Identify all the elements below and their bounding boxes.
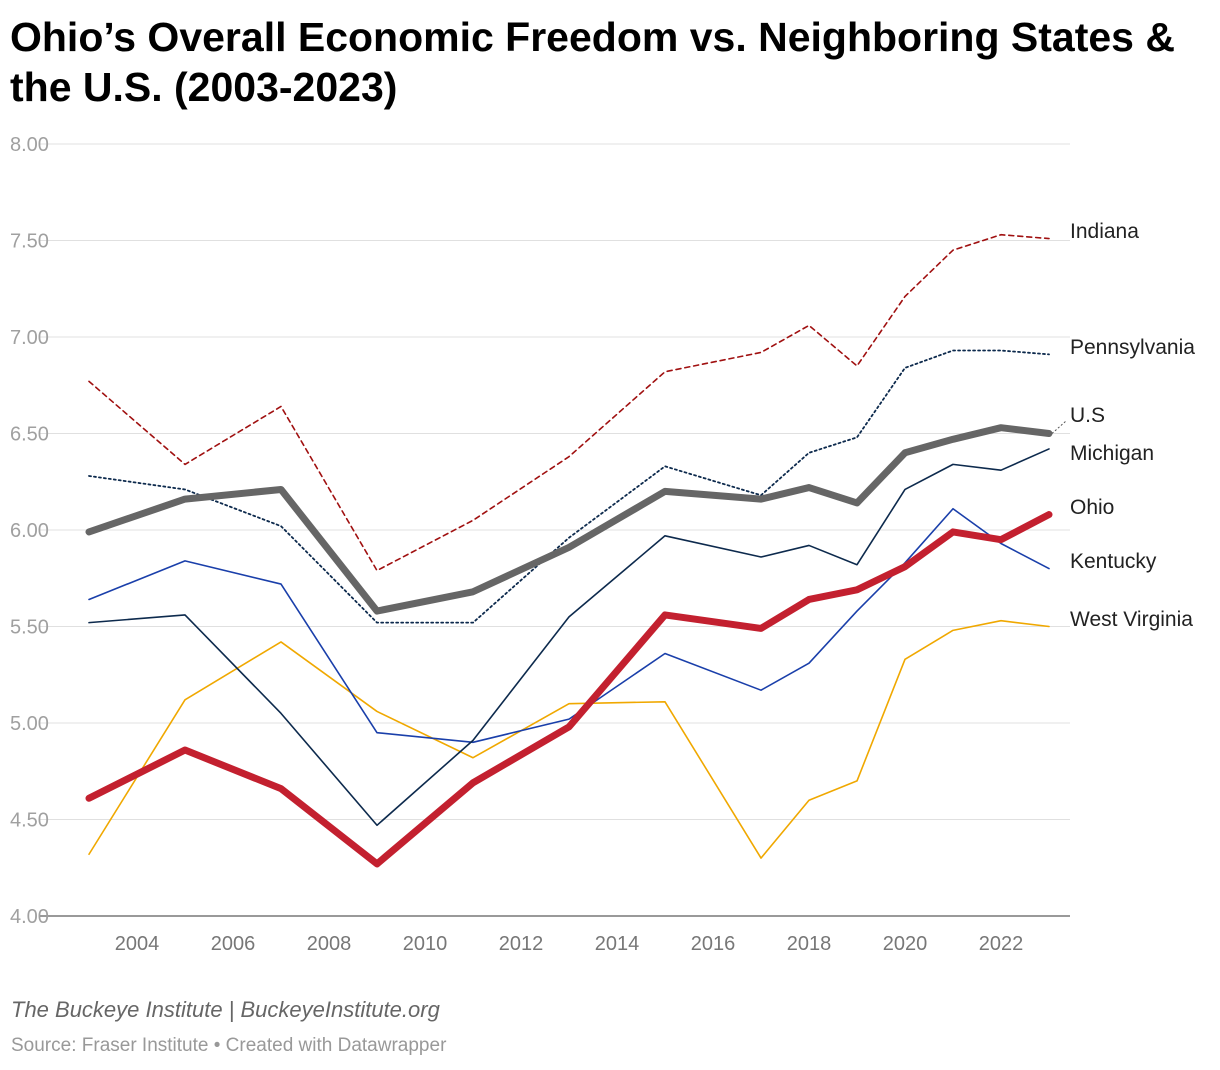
x-tick-label: 2010 bbox=[403, 933, 448, 955]
x-tick-label: 2018 bbox=[787, 933, 832, 955]
y-tick-label: 6.00 bbox=[10, 520, 49, 542]
series-label-u-s: U.S bbox=[1070, 404, 1105, 427]
series-line-west-virginia bbox=[88, 619, 1050, 859]
y-tick-label: 8.00 bbox=[10, 134, 49, 156]
x-tick-label: 2006 bbox=[211, 933, 256, 955]
y-tick-label: 4.00 bbox=[10, 906, 49, 928]
x-tick-label: 2014 bbox=[595, 933, 640, 955]
series-label-ohio: Ohio bbox=[1070, 496, 1114, 519]
label-leader-line bbox=[1051, 420, 1067, 434]
y-tick-label: 6.50 bbox=[10, 424, 49, 446]
x-tick-label: 2022 bbox=[979, 933, 1024, 955]
x-tick-label: 2020 bbox=[883, 933, 928, 955]
chart-title: Ohio’s Overall Economic Freedom vs. Neig… bbox=[10, 14, 1175, 110]
byline: The Buckeye Institute | BuckeyeInstitute… bbox=[11, 997, 440, 1022]
x-tick-label: 2004 bbox=[115, 933, 160, 955]
series-line-indiana bbox=[88, 233, 1050, 572]
series-line-kentucky bbox=[88, 507, 1050, 744]
y-tick-label: 4.50 bbox=[10, 810, 49, 832]
series-line-pennsylvania bbox=[88, 349, 1050, 624]
x-tick-label: 2008 bbox=[307, 933, 352, 955]
line-chart: 4.00 4.50 5.00 5.50 6.00 6.50 7.00 7.50 8.00 2004… bbox=[10, 134, 1195, 955]
y-tick-label: 5.00 bbox=[10, 713, 49, 735]
x-tick-label: 2016 bbox=[691, 933, 736, 955]
series-line-u-s bbox=[85, 424, 1053, 615]
series-line-ohio bbox=[85, 511, 1053, 868]
series-label-michigan: Michigan bbox=[1070, 442, 1154, 465]
series-label-pennsylvania: Pennsylvania bbox=[1070, 336, 1195, 359]
source-note: Source: Fraser Institute • Created with … bbox=[11, 1035, 447, 1056]
y-tick-label: 5.50 bbox=[10, 617, 49, 639]
x-tick-label: 2012 bbox=[499, 933, 544, 955]
y-tick-label: 7.50 bbox=[10, 231, 49, 253]
series-label-west-virginia: West Virginia bbox=[1070, 608, 1193, 631]
y-tick-label: 7.00 bbox=[10, 327, 49, 349]
series-line-michigan bbox=[88, 448, 1050, 827]
series-label-kentucky: Kentucky bbox=[1070, 550, 1157, 573]
series-label-indiana: Indiana bbox=[1070, 220, 1139, 243]
